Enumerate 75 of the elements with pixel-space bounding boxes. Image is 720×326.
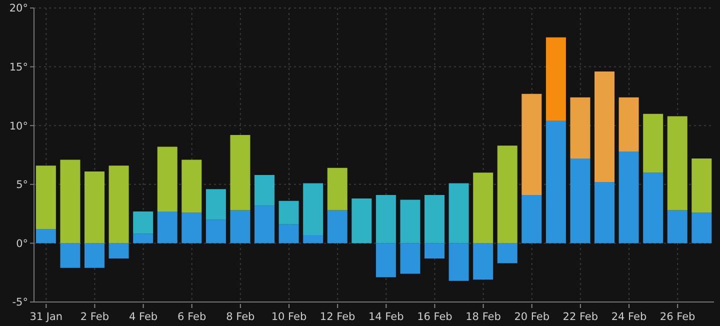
- bar: [643, 172, 664, 244]
- bar: [157, 146, 178, 212]
- bar: [424, 243, 445, 258]
- bar: [303, 234, 324, 244]
- bar: [84, 171, 105, 244]
- bar: [376, 243, 396, 278]
- bar: [327, 210, 348, 244]
- bar: [278, 224, 299, 244]
- bar: [206, 189, 226, 220]
- x-tick-label: 18 Feb: [466, 311, 502, 323]
- bar: [254, 174, 275, 206]
- bar: [594, 72, 615, 182]
- bar: [473, 243, 494, 280]
- x-tick-label: 2 Feb: [80, 311, 110, 323]
- bar: [692, 158, 712, 213]
- bar: [36, 166, 56, 230]
- x-tick-label: 10 Feb: [271, 311, 307, 323]
- bar: [157, 211, 178, 244]
- y-tick-label: 20°: [9, 2, 28, 15]
- bar: [643, 114, 664, 173]
- bar: [182, 212, 202, 244]
- bar: [60, 160, 80, 244]
- bar: [230, 135, 250, 210]
- bar: [352, 198, 372, 244]
- bar: [448, 243, 469, 281]
- y-tick-label: 5°: [16, 179, 28, 192]
- x-tick-label: 8 Feb: [226, 311, 256, 323]
- bar: [448, 183, 469, 244]
- x-tick-label: 31 Jan: [30, 311, 63, 323]
- bar: [546, 120, 566, 244]
- x-tick-label: 14 Feb: [368, 311, 404, 323]
- bar: [108, 243, 129, 258]
- x-tick-label: 22 Feb: [562, 311, 598, 323]
- bar: [400, 200, 420, 244]
- bar: [36, 229, 56, 244]
- bar: [303, 183, 324, 235]
- x-tick-label: 16 Feb: [417, 311, 453, 323]
- bar: [182, 160, 202, 213]
- bar: [618, 97, 639, 152]
- x-tick-label: 6 Feb: [178, 311, 206, 323]
- bar: [667, 210, 688, 244]
- x-tick-label: 20 Feb: [514, 311, 550, 323]
- bar: [667, 116, 688, 210]
- bar: [133, 211, 154, 234]
- y-tick-label: 10°: [9, 120, 28, 132]
- bar: [133, 234, 154, 244]
- bar: [60, 243, 80, 268]
- bar: [327, 168, 348, 210]
- bar: [522, 194, 542, 244]
- bar: [497, 146, 518, 244]
- bar: [473, 172, 494, 244]
- x-tick-label: 24 Feb: [611, 311, 647, 323]
- bar: [618, 151, 639, 244]
- x-tick-label: 12 Feb: [320, 311, 356, 323]
- bar: [570, 97, 590, 159]
- bar: [522, 94, 542, 195]
- bar: [254, 206, 275, 244]
- x-tick-label: 4 Feb: [128, 311, 158, 323]
- bar: [424, 194, 445, 244]
- bar: [400, 243, 420, 274]
- bar: [84, 243, 105, 268]
- y-tick-label: 0°: [16, 238, 28, 250]
- bar: [546, 37, 566, 121]
- y-tick-label: -5°: [12, 296, 28, 309]
- y-tick-label: 15°: [9, 62, 28, 74]
- x-tick-label: 26 Feb: [660, 311, 696, 323]
- bar: [570, 158, 590, 244]
- bar: [497, 243, 518, 264]
- bar: [278, 200, 299, 224]
- bar: [206, 220, 226, 244]
- bar: [108, 166, 129, 244]
- bar: [692, 212, 712, 244]
- bar: [594, 182, 615, 244]
- bar: [230, 210, 250, 244]
- bar: [376, 194, 396, 244]
